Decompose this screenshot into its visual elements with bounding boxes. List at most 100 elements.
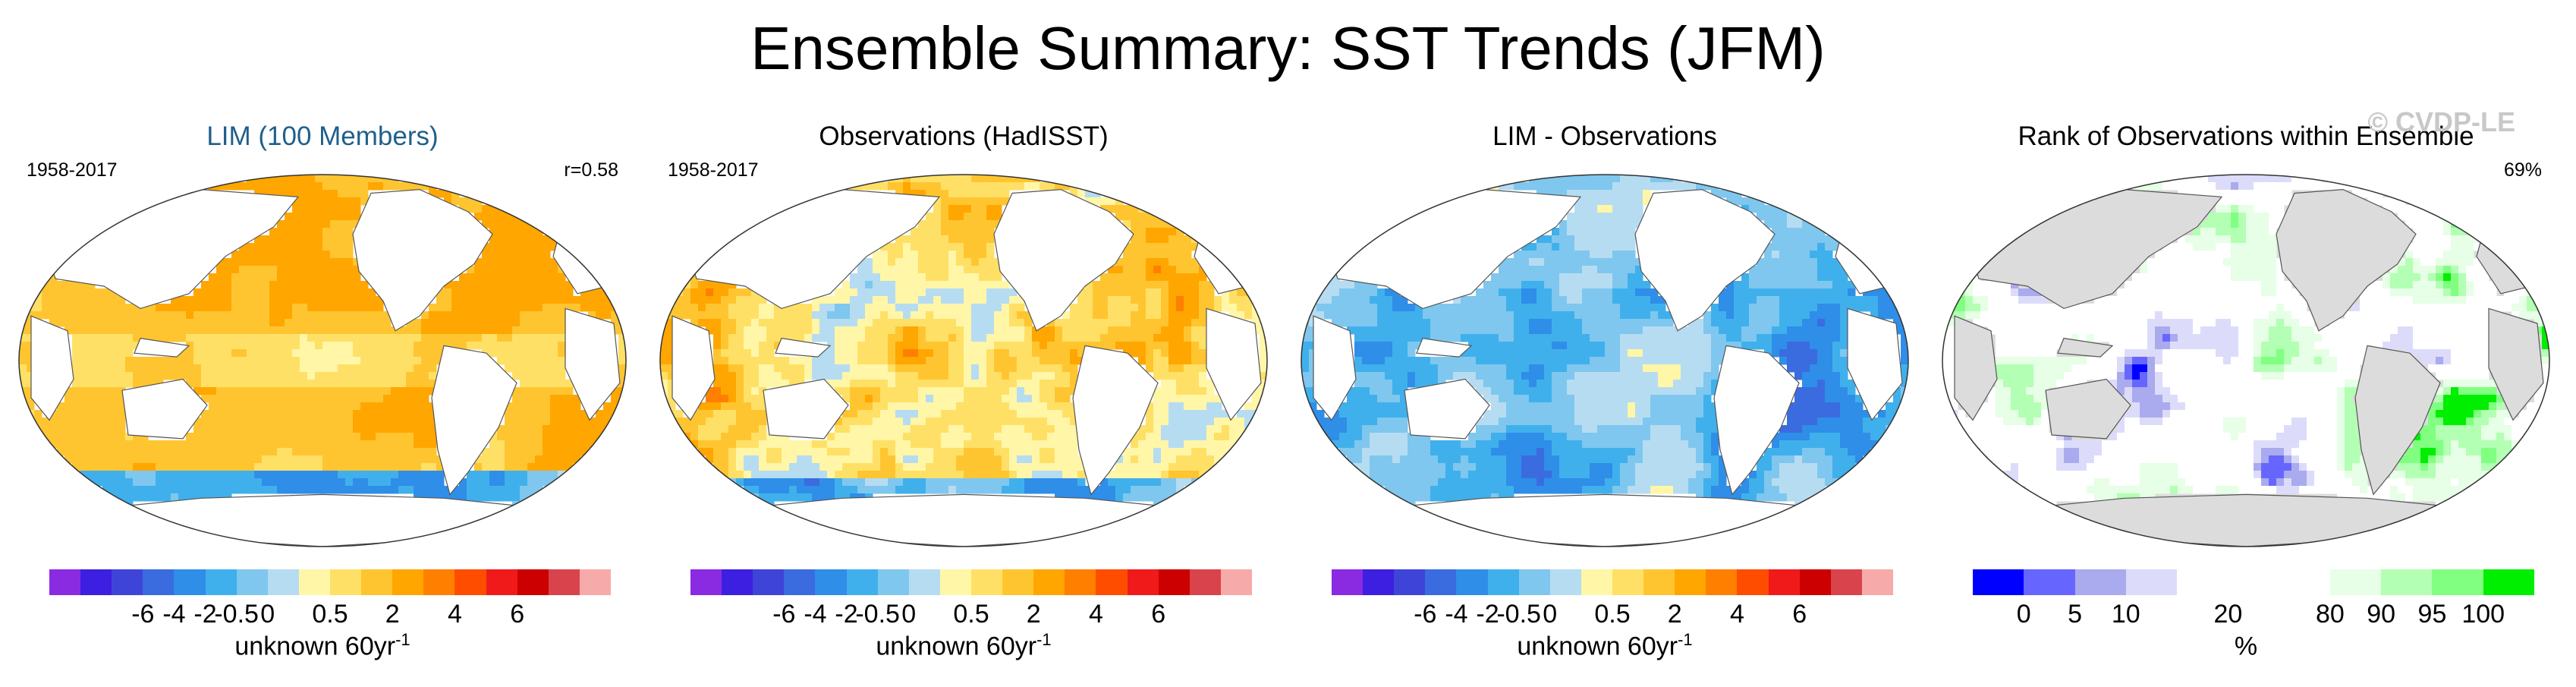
sst-trend-map bbox=[18, 174, 627, 547]
colorbar-tick-label: 4 bbox=[1729, 600, 1744, 629]
colorbar-swatch bbox=[298, 569, 330, 595]
colorbar-swatch bbox=[517, 569, 549, 595]
colorbar-swatch bbox=[1158, 569, 1190, 595]
panel-title: LIM (100 Members) bbox=[206, 121, 439, 151]
colorbar-tick-label: 2 bbox=[1667, 600, 1682, 629]
rank-percent-label: 69% bbox=[2503, 159, 2542, 181]
watermark: © CVDP-LE bbox=[2367, 106, 2515, 137]
colorbar-swatch bbox=[1830, 569, 1862, 595]
colorbar-swatch bbox=[423, 569, 455, 595]
colorbar-swatch bbox=[1612, 569, 1644, 595]
colorbar-tick-label: -4 bbox=[162, 600, 186, 629]
colorbar-swatch bbox=[753, 569, 785, 595]
colorbar-swatch bbox=[2432, 569, 2483, 595]
colorbar-swatch bbox=[784, 569, 816, 595]
colorbar-tick-label: 80 bbox=[2315, 600, 2345, 629]
colorbar-swatch bbox=[548, 569, 580, 595]
colorbar-swatch bbox=[486, 569, 517, 595]
colorbar-swatch bbox=[1002, 569, 1034, 595]
colorbar-swatch bbox=[361, 569, 393, 595]
colorbar-tick-labels: -6 -4 -2 -0.5 0 0.5 2 4 6 bbox=[1332, 600, 1893, 630]
colorbar-swatch bbox=[2024, 569, 2075, 595]
colorbar-tick-label: 0.5 bbox=[1594, 600, 1631, 629]
colorbar-tick-label: 6 bbox=[510, 600, 525, 629]
figure-title: Ensemble Summary: SST Trends (JFM) bbox=[750, 14, 1826, 82]
period-label: 1958-2017 bbox=[668, 159, 759, 181]
colorbar-tick-label: -2 bbox=[835, 600, 858, 629]
colorbar-swatch bbox=[722, 569, 753, 595]
colorbar-tick-labels: 0 5 10 20 80 90 95 100 bbox=[1973, 600, 2534, 630]
colorbar-swatch bbox=[1363, 569, 1395, 595]
panel-difference: LIM - Observations -6 -4 -2 -0.5 0 0.5 2 4 6 unk… bbox=[1294, 121, 1916, 683]
panel-title: Observations (HadISST) bbox=[819, 121, 1109, 151]
colorbar-tick-label: 2 bbox=[385, 600, 400, 629]
panel-title: Rank of Observations within Ensemble bbox=[2018, 121, 2474, 151]
rank-map bbox=[1942, 174, 2550, 547]
colorbar-swatch bbox=[49, 569, 81, 595]
colorbar-tick-label: -2 bbox=[1476, 600, 1499, 629]
colorbar-tick-label: -2 bbox=[193, 600, 217, 629]
colorbar-swatch bbox=[2074, 569, 2126, 595]
colorbar-swatch bbox=[1332, 569, 1363, 595]
colorbar-swatch bbox=[392, 569, 424, 595]
colorbar-swatch bbox=[112, 569, 143, 595]
colorbar-tick-label: 6 bbox=[1151, 600, 1166, 629]
panel-title: LIM - Observations bbox=[1492, 121, 1717, 151]
colorbar-swatch bbox=[1425, 569, 1457, 595]
colorbar-units: unknown 60yr-1 bbox=[1517, 630, 1693, 661]
colorbar-units: % bbox=[2234, 632, 2258, 661]
correlation-label: r=0.58 bbox=[564, 159, 618, 181]
colorbar-swatch bbox=[1799, 569, 1831, 595]
colorbar-tick-labels: -6 -4 -2 -0.5 0 0.5 2 4 6 bbox=[49, 600, 611, 630]
panel-rank: Rank of Observations within Ensemble 69%… bbox=[1935, 121, 2557, 683]
colorbar-swatch bbox=[1581, 569, 1612, 595]
colorbar-tick-label: 0 bbox=[1543, 600, 1558, 629]
colorbar-swatch bbox=[2177, 569, 2228, 595]
colorbar-tick-label: -0.5 bbox=[214, 600, 259, 629]
colorbar-tick-label: -4 bbox=[1445, 600, 1468, 629]
colorbar-swatch bbox=[1768, 569, 1800, 595]
colorbar-tick-label: 0 bbox=[2016, 600, 2031, 629]
colorbar-swatch bbox=[80, 569, 112, 595]
colorbar-tick-label: 0.5 bbox=[312, 600, 348, 629]
sst-trend-map bbox=[659, 174, 1268, 547]
colorbar-swatch bbox=[579, 569, 611, 595]
colorbar-swatch bbox=[846, 569, 878, 595]
colorbar-tick-label: -0.5 bbox=[1496, 600, 1541, 629]
colorbar-swatch bbox=[174, 569, 206, 595]
panel-observations: Observations (HadISST) 1958-2017 -6 -4 -2-… bbox=[653, 121, 1275, 683]
panel-lim: LIM (100 Members) 1958-2017 r=0.58 -6 -4-… bbox=[11, 121, 634, 683]
sst-trend-map bbox=[1301, 174, 1909, 547]
colorbar-tick-label: 4 bbox=[447, 600, 462, 629]
colorbar-tick-label: -0.5 bbox=[855, 600, 900, 629]
colorbar-swatch bbox=[2329, 569, 2382, 595]
colorbar bbox=[690, 569, 1252, 595]
colorbar-swatch bbox=[1189, 569, 1221, 595]
colorbar-tick-label: 5 bbox=[2068, 600, 2082, 629]
colorbar-swatch bbox=[1973, 569, 2024, 595]
colorbar-swatch bbox=[236, 569, 268, 595]
colorbar-swatch bbox=[1518, 569, 1550, 595]
colorbar-swatch bbox=[1737, 569, 1769, 595]
colorbar-swatch bbox=[1675, 569, 1706, 595]
colorbar-swatch bbox=[329, 569, 362, 595]
colorbar-swatch bbox=[970, 569, 1003, 595]
colorbar-swatch bbox=[1861, 569, 1893, 595]
colorbar-swatch bbox=[2381, 569, 2433, 595]
colorbar-swatch bbox=[877, 569, 909, 595]
colorbar-swatch bbox=[1096, 569, 1128, 595]
colorbar-swatch bbox=[815, 569, 847, 595]
colorbar bbox=[1332, 569, 1893, 595]
colorbar-tick-label: 6 bbox=[1792, 600, 1807, 629]
colorbar-swatch bbox=[1643, 569, 1675, 595]
colorbar-swatch bbox=[1549, 569, 1581, 595]
colorbar-tick-label: 0.5 bbox=[953, 600, 989, 629]
colorbar-swatch bbox=[1487, 569, 1519, 595]
colorbar-tick-label: -6 bbox=[131, 600, 155, 629]
colorbar bbox=[1973, 569, 2534, 595]
colorbar-units: unknown 60yr-1 bbox=[234, 630, 410, 661]
colorbar-swatch bbox=[939, 569, 971, 595]
colorbar-swatch bbox=[1456, 569, 1488, 595]
colorbar-tick-label: 20 bbox=[2213, 600, 2243, 629]
colorbar-tick-label: 10 bbox=[2111, 600, 2140, 629]
